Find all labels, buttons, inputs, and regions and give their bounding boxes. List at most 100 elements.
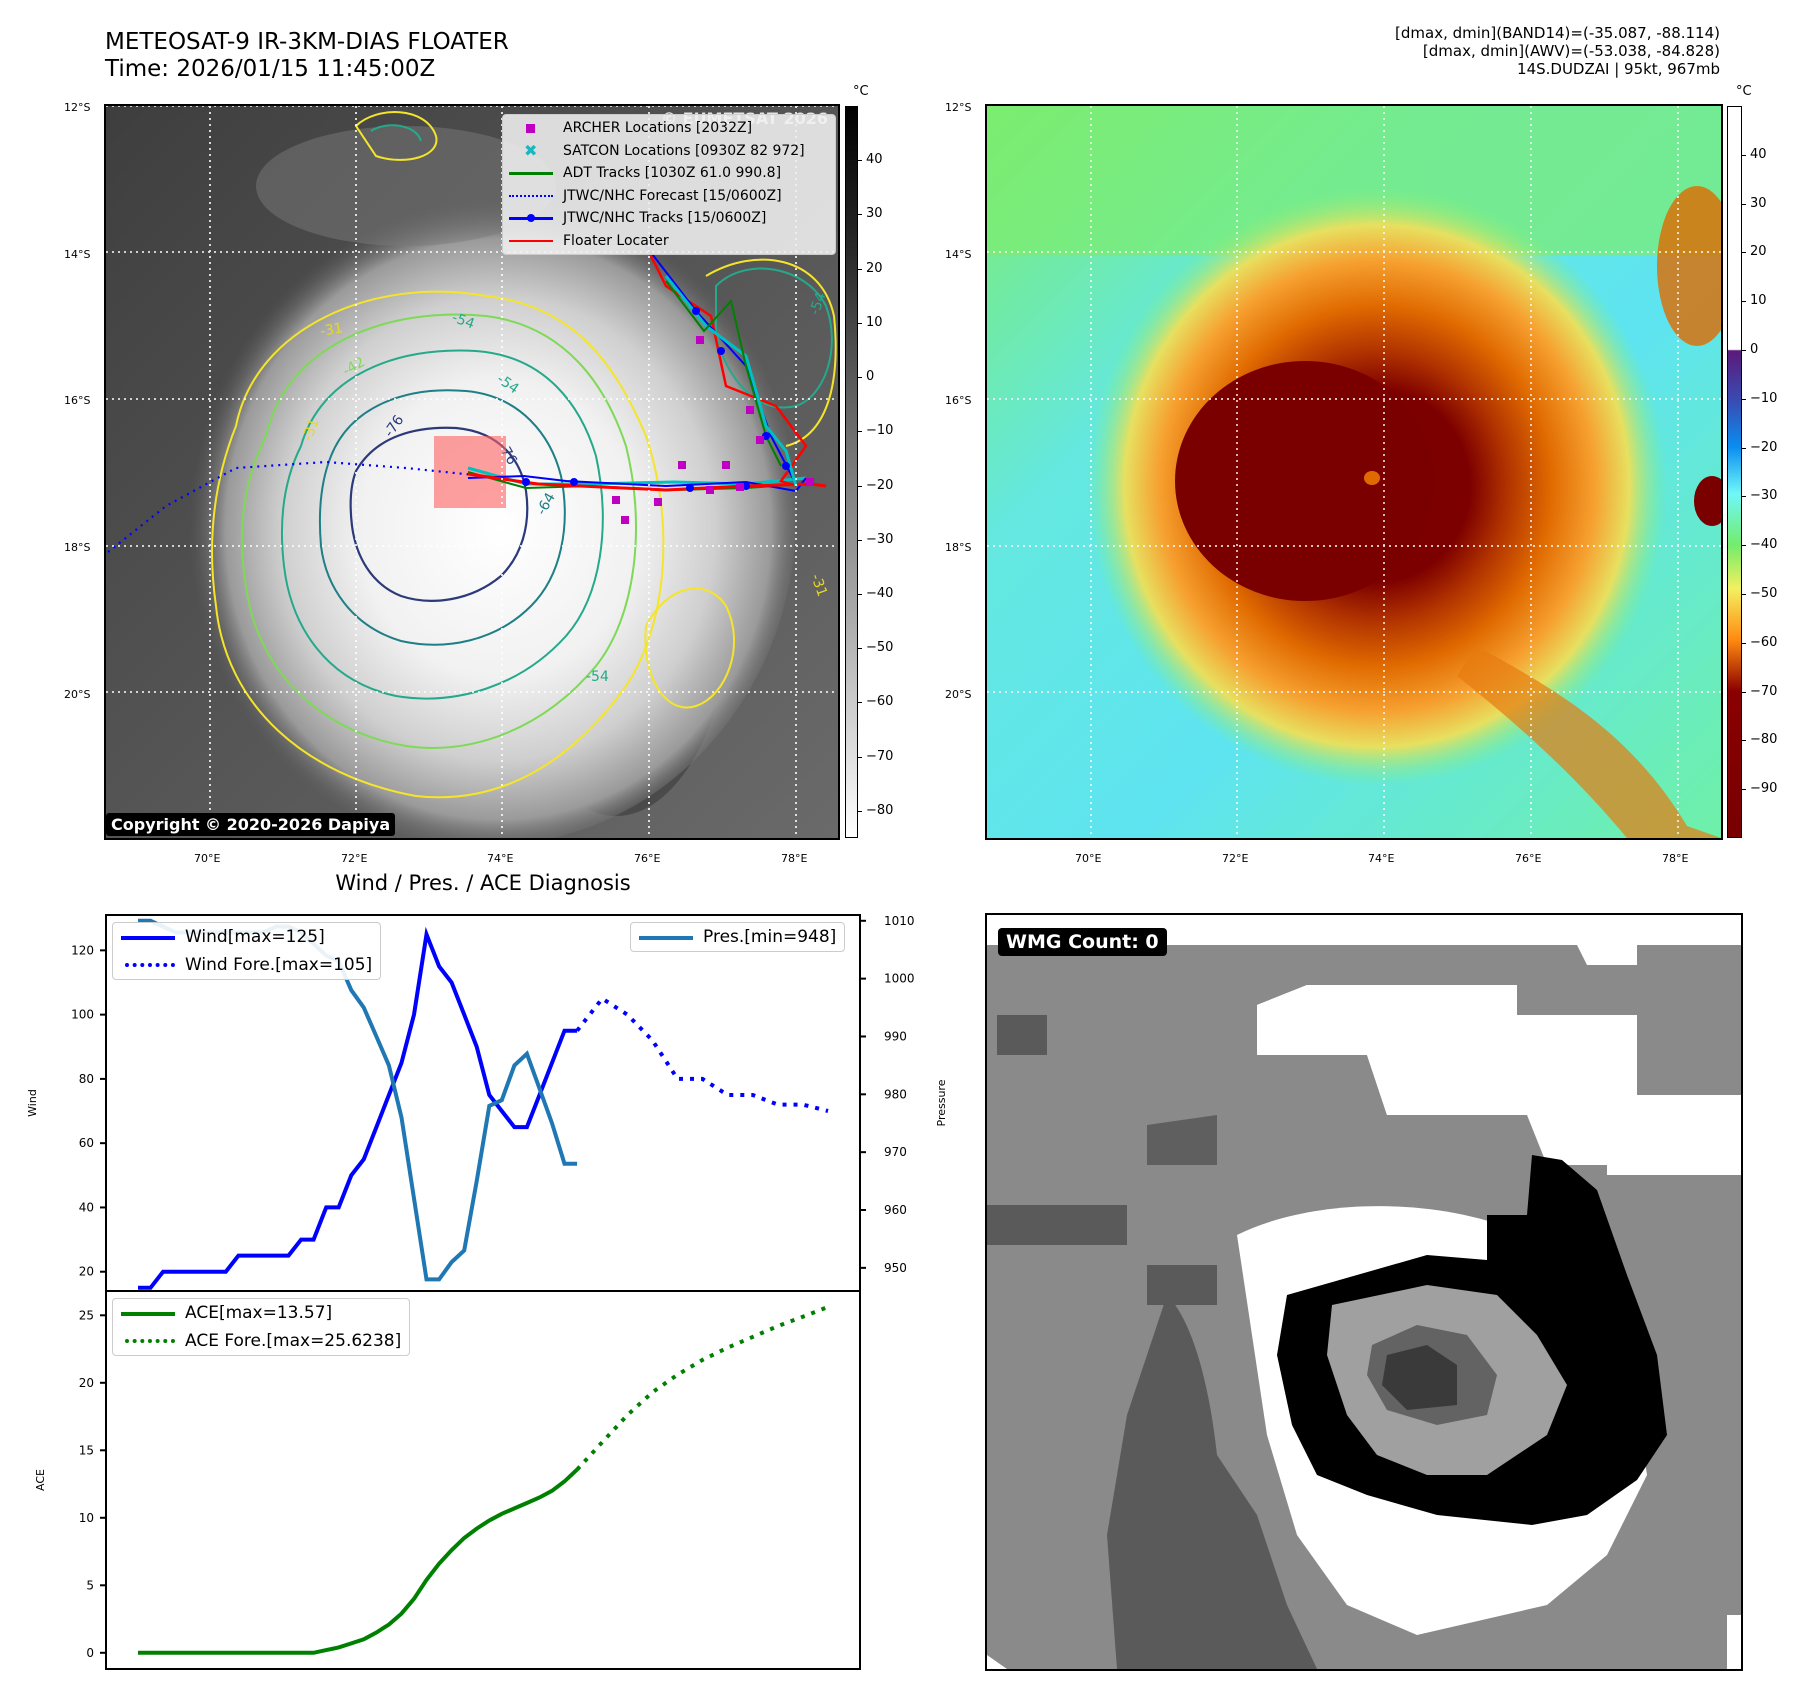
awv-lat-tick: 20°S [945, 688, 972, 701]
ir-lat-tick: 20°S [64, 688, 91, 701]
line-marker-icon [509, 166, 553, 180]
awv-lon-tick: 74°E [1368, 852, 1395, 865]
colorbar-tick-mark [1742, 691, 1746, 693]
pressure-ytick-label: 980 [884, 1087, 907, 1101]
colorbar-tick-label: −40 [1750, 537, 1778, 553]
colorbar-tick-label: 30 [866, 206, 883, 222]
dotted-line-icon [509, 189, 553, 203]
dotted-line-icon [121, 958, 175, 972]
ir-lat-tick: 18°S [64, 541, 91, 554]
colorbar-tick-mark [858, 594, 862, 595]
colorbar-tick-mark [858, 268, 862, 270]
contour-minus76 [349, 426, 529, 602]
colorbar-tick-label: 10 [1750, 293, 1767, 309]
line-marker-icon [639, 930, 693, 944]
colorbar-tick-label: 0 [866, 369, 875, 385]
colorbar-tick-label: 30 [1750, 195, 1767, 211]
contour-label: -31 [807, 572, 830, 599]
colorbar-tick-label: −90 [1750, 781, 1778, 797]
colorbar-tick-mark [1742, 398, 1746, 400]
info-line-2: [dmax, dmin](AWV)=(-53.038, -84.828) [1422, 42, 1720, 60]
ir-lon-tick: 74°E [487, 852, 514, 865]
contour-label: -54 [450, 310, 477, 333]
contour-label: -31 [300, 416, 323, 443]
colorbar-tick-label: −20 [1750, 439, 1778, 455]
ace-legend: ACE[max=13.57] ACE Fore.[max=25.6238] [112, 1298, 411, 1356]
colorbar-tick-mark [858, 648, 862, 650]
pressure-ytick-label: 990 [884, 1029, 907, 1043]
awv-satellite-panel [985, 104, 1723, 840]
line-marker-icon [509, 234, 553, 248]
colorbar-tick-mark [1742, 545, 1746, 547]
colorbar-tick-label: −80 [866, 802, 894, 818]
legend-pressure: Pres.[min=948] [631, 923, 844, 951]
legend-archer: ARCHER Locations [2032Z] [503, 117, 835, 140]
colorbar-tick-mark [1742, 154, 1746, 156]
awv-lon-tick: 76°E [1515, 852, 1542, 865]
awv-lat-tick: 16°S [945, 394, 972, 407]
ir-lon-tick: 70°E [194, 852, 221, 865]
awv-lon-tick: 70°E [1075, 852, 1102, 865]
colorbar-tick-label: −60 [1750, 634, 1778, 650]
wind-ytick-label: 20 [79, 1265, 94, 1279]
pressure-ytick-label: 960 [884, 1203, 907, 1217]
awv-lon-tick: 78°E [1662, 852, 1689, 865]
ir-lat-tick: 12°S [64, 101, 91, 114]
contour-minus54 [281, 349, 604, 700]
ace-series-line [138, 1468, 579, 1655]
contour-minus64 [318, 389, 566, 646]
colorbar-tick-mark [1742, 642, 1746, 644]
ir-colorbar-unit: °C [853, 84, 869, 99]
info-line-3: 14S.DUDZAI | 95kt, 967mb [1517, 60, 1720, 78]
colorbar-tick-mark [858, 377, 862, 379]
colorbar-tick-mark [1742, 496, 1746, 498]
colorbar-tick-label: −80 [1750, 732, 1778, 748]
ir-legend: ARCHER Locations [2032Z] ✖ SATCON Locati… [502, 114, 836, 255]
line-dot-marker-icon [509, 211, 553, 225]
colorbar-tick-label: −70 [1750, 683, 1778, 699]
legend-adt: ADT Tracks [1030Z 61.0 990.8] [503, 162, 835, 185]
pressure-ytick-label: 970 [884, 1145, 907, 1159]
awv-lat-tick: 14°S [945, 248, 972, 261]
legend-jtwc-forecast: JTWC/NHC Forecast [15/0600Z] [503, 185, 835, 208]
ace-ytick-label: 10 [79, 1511, 94, 1525]
colorbar-tick-mark [858, 322, 862, 324]
ace-ytick-label: 0 [86, 1646, 94, 1660]
colorbar-tick-label: 40 [1750, 146, 1767, 162]
awv-lat-tick: 18°S [945, 541, 972, 554]
colorbar-tick-label: −40 [866, 586, 894, 601]
colorbar-tick-label: 20 [866, 260, 883, 276]
legend-jtwc-tracks: JTWC/NHC Tracks [15/0600Z] [503, 207, 835, 230]
colorbar-tick-label: −50 [1750, 586, 1778, 601]
colorbar-tick-label: 0 [1750, 342, 1759, 357]
ir-lat-tick: 16°S [64, 394, 91, 407]
awv-lat-tick: 12°S [945, 101, 972, 114]
wind-forecast-series-line [575, 995, 829, 1113]
colorbar-tick-label: −30 [1750, 488, 1778, 504]
ace-axis-label: ACE [34, 1469, 47, 1491]
colorbar-tick-label: −20 [866, 477, 894, 493]
dotted-line-icon [121, 1334, 175, 1348]
copyright-label: Copyright © 2020-2026 Dapiya [106, 813, 396, 836]
ace-ytick-label: 15 [79, 1443, 94, 1457]
colorbar-tick-mark [858, 756, 862, 758]
colorbar-tick-mark [1742, 252, 1746, 254]
awv-imagery [987, 106, 1721, 838]
colorbar-tick-mark [1742, 203, 1746, 205]
pressure-ytick-label: 950 [884, 1261, 907, 1275]
colorbar-tick-label: −30 [866, 531, 894, 547]
colorbar-tick-mark [1742, 789, 1746, 791]
wind-ytick-label: 80 [79, 1072, 94, 1086]
colorbar-tick-label: −70 [866, 748, 894, 764]
wind-ytick-label: 120 [71, 943, 94, 957]
wind-ytick-label: 40 [79, 1200, 94, 1214]
colorbar-tick-mark [858, 485, 862, 487]
colorbar-tick-mark [1742, 447, 1746, 449]
ir-lat-tick: 14°S [64, 248, 91, 261]
x-marker-icon: ✖ [524, 140, 538, 160]
title-line-1: METEOSAT-9 IR-3KM-DIAS FLOATER [105, 29, 509, 55]
panel-title: METEOSAT-9 IR-3KM-DIAS FLOATER Time: 202… [105, 29, 509, 83]
colorbar-tick-label: −60 [866, 694, 894, 710]
colorbar-tick-label: −10 [866, 423, 894, 439]
contour-minus42 [241, 313, 637, 749]
